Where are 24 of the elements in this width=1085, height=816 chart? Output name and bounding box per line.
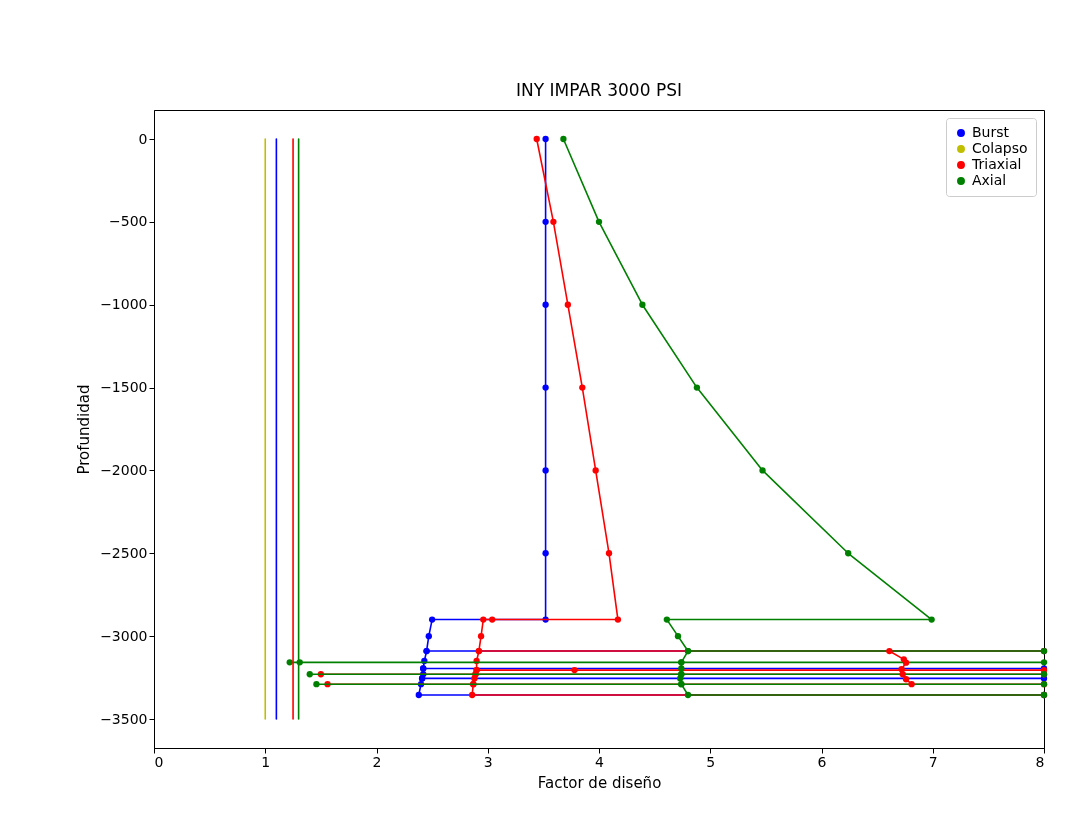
x-tick-label: 2: [372, 753, 382, 770]
legend-label: Triaxial: [971, 156, 1022, 172]
chart-title: INY IMPAR 3000 PSI: [516, 80, 682, 100]
y-axis-title: Profundidad: [75, 384, 94, 475]
legend-label: Colapso: [972, 140, 1028, 156]
x-tick-label: 5: [706, 753, 716, 770]
legend-label: Axial: [972, 172, 1007, 188]
y-tick-label: 0: [138, 130, 148, 147]
legend-label: Burst: [972, 124, 1010, 140]
x-tick-label: 4: [595, 753, 605, 770]
x-axis-title: Factor de diseño: [537, 773, 662, 792]
x-tick-label: 3: [483, 753, 493, 770]
x-tick-label: 8: [1035, 753, 1045, 770]
y-tick-label: −3000: [100, 627, 148, 644]
y-tick-label: −1000: [100, 296, 148, 313]
y-tick-label: −500: [109, 213, 148, 230]
y-tick-label: −2500: [100, 544, 148, 561]
y-tick-label: −1500: [100, 379, 148, 396]
y-tick-label: −2000: [100, 461, 148, 478]
x-tick-label: 7: [928, 753, 938, 770]
x-tick-label: 1: [261, 753, 271, 770]
x-tick-label: 0: [154, 753, 164, 770]
x-tick-label: 6: [817, 753, 827, 770]
y-tick-label: −3500: [100, 710, 148, 727]
